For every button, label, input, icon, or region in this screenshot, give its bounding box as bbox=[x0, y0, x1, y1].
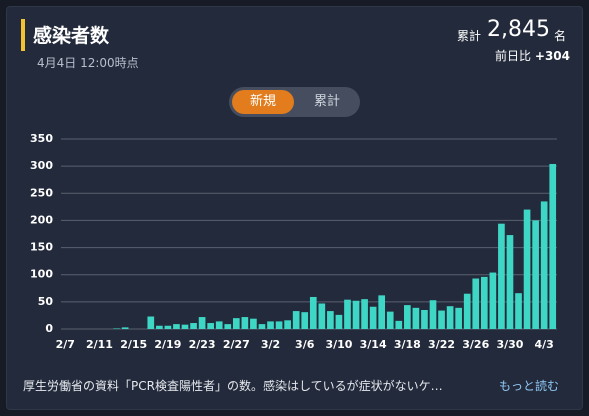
diff-label: 前日比 bbox=[495, 49, 532, 63]
bar bbox=[549, 163, 557, 329]
y-tick-label: 50 bbox=[38, 295, 54, 308]
bar bbox=[241, 317, 249, 329]
x-tick-label: 3/18 bbox=[394, 338, 421, 351]
x-tick-label: 4/3 bbox=[535, 338, 554, 351]
x-tick-label: 3/14 bbox=[360, 338, 387, 351]
bar bbox=[121, 327, 129, 329]
bar bbox=[292, 311, 300, 329]
bar bbox=[498, 223, 505, 329]
unit: 名 bbox=[554, 29, 567, 43]
x-tick-label: 2/19 bbox=[154, 338, 181, 351]
bar bbox=[438, 310, 445, 329]
bar bbox=[164, 325, 172, 329]
bar bbox=[147, 316, 155, 329]
bar bbox=[258, 324, 266, 329]
bar bbox=[540, 201, 548, 329]
card: 感染者数 4月4日 12:00時点 累計 2,845 名 前日比 +304 新規… bbox=[6, 6, 583, 410]
bar bbox=[344, 299, 351, 329]
bar bbox=[335, 314, 343, 329]
bar bbox=[489, 272, 497, 329]
bar bbox=[472, 278, 480, 329]
bar bbox=[275, 321, 283, 329]
bar bbox=[156, 325, 163, 329]
y-tick-label: 100 bbox=[30, 268, 53, 281]
total-label: 累計 bbox=[457, 29, 482, 43]
bar bbox=[421, 310, 428, 329]
bar bbox=[429, 300, 437, 329]
bar bbox=[198, 317, 206, 329]
accent bbox=[21, 19, 25, 51]
x-tick-label: 3/22 bbox=[428, 338, 455, 351]
bar bbox=[480, 276, 488, 329]
x-tick-label: 2/23 bbox=[189, 338, 216, 351]
diff: +304 bbox=[534, 49, 570, 63]
bar bbox=[395, 320, 403, 329]
x-tick-label: 2/27 bbox=[223, 338, 250, 351]
toggle: 新規 累計 bbox=[229, 87, 360, 117]
x-tick-label: 3/10 bbox=[325, 338, 352, 351]
x-tick-label: 3/2 bbox=[261, 338, 280, 351]
bar bbox=[173, 324, 180, 329]
bar bbox=[318, 303, 326, 329]
read-more[interactable]: もっと読む bbox=[499, 379, 560, 393]
y-tick-label: 250 bbox=[30, 186, 53, 199]
y-tick-label: 0 bbox=[45, 322, 53, 335]
bar bbox=[207, 323, 214, 329]
bar bbox=[224, 324, 232, 329]
bar bbox=[404, 305, 411, 329]
total: 2,845 bbox=[487, 17, 550, 42]
bar bbox=[463, 293, 471, 329]
y-tick-label: 350 bbox=[30, 132, 53, 145]
y-tick-label: 300 bbox=[30, 159, 53, 172]
bar bbox=[455, 307, 462, 329]
diff-row: 前日比 +304 bbox=[495, 47, 570, 64]
bar bbox=[446, 306, 454, 329]
bar bbox=[190, 323, 197, 329]
bar bbox=[523, 209, 531, 329]
bar bbox=[232, 318, 240, 329]
bar bbox=[378, 295, 386, 329]
title: 感染者数 bbox=[33, 25, 110, 47]
bar bbox=[215, 321, 223, 329]
bar bbox=[250, 318, 257, 329]
y-tick-label: 200 bbox=[30, 213, 53, 226]
bar bbox=[352, 300, 360, 329]
bar bbox=[361, 299, 368, 329]
toggle-total[interactable]: 累計 bbox=[313, 94, 340, 109]
bar bbox=[181, 324, 189, 329]
toggle-new[interactable]: 新規 bbox=[232, 90, 294, 114]
footer-text: 厚生労働省の資料「PCR検査陽性者」の数。感染はしているが症状がないケ… bbox=[23, 379, 443, 393]
bar bbox=[532, 220, 539, 329]
bar bbox=[301, 312, 309, 329]
bar bbox=[284, 320, 291, 329]
chart: 0 50 100 150 200 250 300 350 2/7 2/11 2/15 2/19 2/23… bbox=[30, 132, 557, 351]
x-tick-label: 2/11 bbox=[86, 338, 113, 351]
x-tick-label: 2/15 bbox=[120, 338, 147, 351]
bar bbox=[386, 311, 394, 329]
bar bbox=[515, 293, 522, 329]
x-tick-label: 2/7 bbox=[56, 338, 75, 351]
bar bbox=[113, 328, 120, 329]
date: 4月4日 12:00時点 bbox=[37, 56, 139, 70]
x-tick-label: 3/6 bbox=[295, 338, 315, 351]
y-tick-label: 150 bbox=[30, 241, 53, 254]
x-tick-label: 3/26 bbox=[462, 338, 489, 351]
bar bbox=[309, 296, 317, 329]
bar bbox=[506, 235, 514, 329]
bar bbox=[369, 306, 377, 329]
bar bbox=[327, 311, 334, 329]
bar bbox=[412, 307, 420, 329]
bar bbox=[267, 321, 274, 329]
x-tick-label: 3/30 bbox=[496, 338, 523, 351]
